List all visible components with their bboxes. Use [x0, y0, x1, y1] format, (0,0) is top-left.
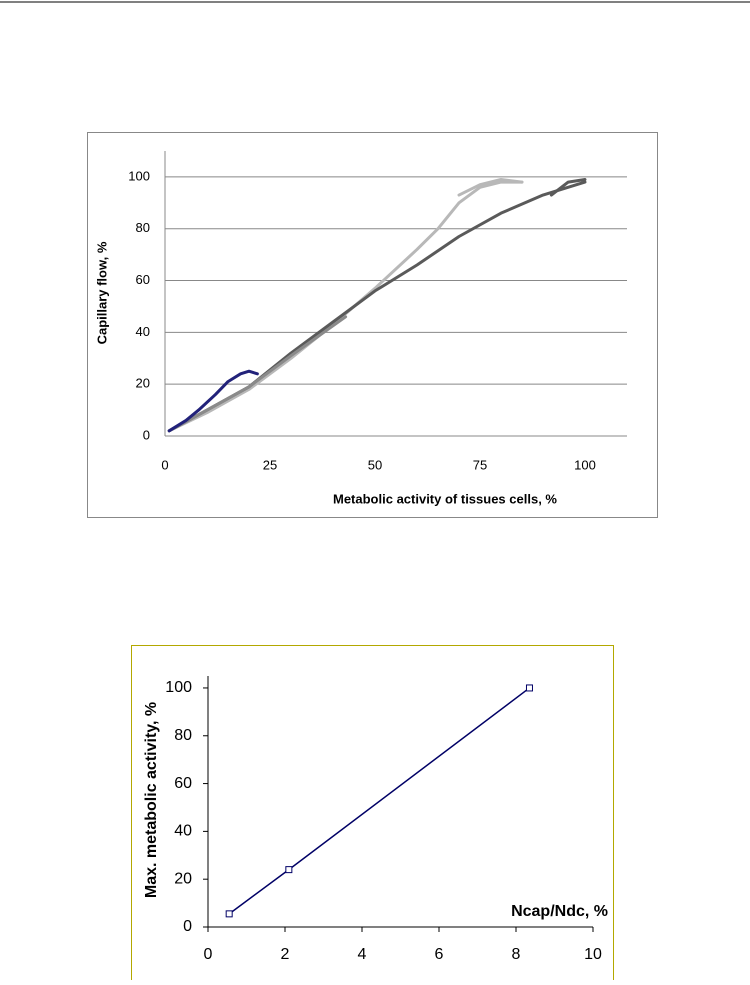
y-tick-label: 80: [174, 727, 192, 744]
series-line: [167, 315, 348, 433]
x-tick-label: 2: [281, 946, 290, 963]
y-tick-label: 20: [136, 376, 150, 391]
x-tick-label: 0: [161, 457, 168, 472]
x-tick-label: 0: [204, 946, 213, 963]
series-line: [167, 180, 524, 433]
series-line: [457, 178, 524, 197]
chart-frame: [131, 645, 614, 985]
y-tick-label: 40: [136, 324, 150, 339]
y-axis-label: Capillary flow, %: [94, 241, 109, 344]
series-line: [167, 180, 587, 433]
x-tick-label: 8: [512, 946, 521, 963]
y-axis-label: Max. metabolic activity, %: [143, 702, 160, 898]
y-tick-label: 80: [136, 220, 150, 235]
x-tick-label: 25: [263, 457, 277, 472]
marker: [525, 684, 533, 692]
series-line: [549, 178, 587, 197]
y-tick-label: 0: [143, 427, 150, 442]
x-axis-label: Ncap/Ndc, %: [511, 903, 608, 920]
y-tick-label: 20: [174, 870, 192, 887]
x-tick-label: 4: [358, 946, 367, 963]
series-line: [167, 369, 259, 433]
x-tick-label: 50: [368, 457, 382, 472]
y-tick-label: 0: [183, 918, 192, 935]
x-tick-label: 100: [574, 457, 596, 472]
y-tick-label: 100: [165, 679, 192, 696]
y-tick-label: 100: [128, 168, 150, 183]
x-tick-label: 75: [473, 457, 487, 472]
series-line: [228, 687, 531, 915]
x-axis-label: Metabolic activity of tissues cells, %: [333, 491, 557, 506]
y-tick-label: 40: [174, 823, 192, 840]
y-tick-label: 60: [136, 272, 150, 287]
marker: [225, 910, 233, 918]
chart-frame: [87, 132, 658, 518]
marker: [285, 866, 293, 874]
x-tick-label: 6: [435, 946, 444, 963]
x-tick-label: 10: [584, 946, 602, 963]
y-tick-label: 60: [174, 775, 192, 792]
